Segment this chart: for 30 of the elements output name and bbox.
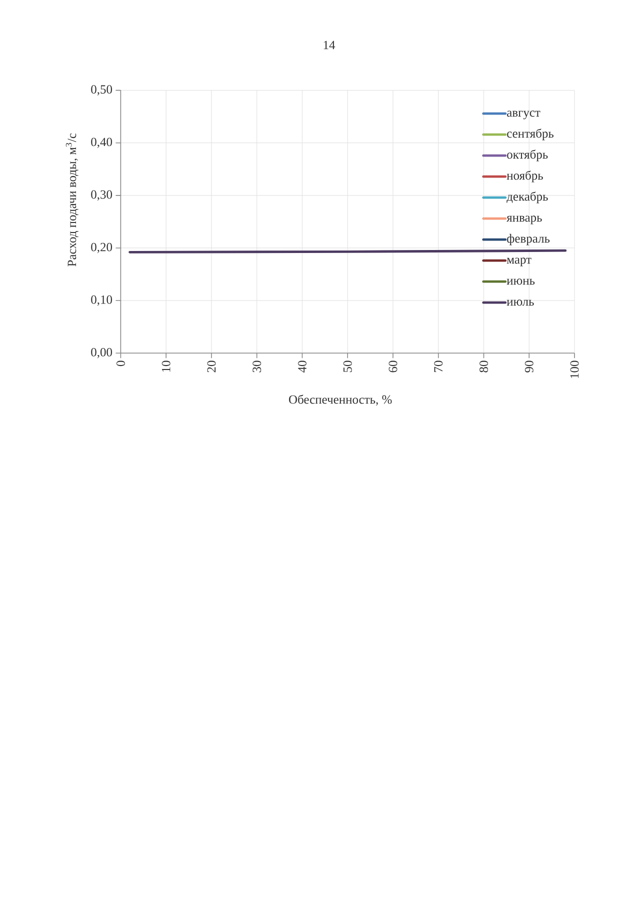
x-tick-label: 60 xyxy=(388,360,398,372)
legend-label: август xyxy=(507,110,540,120)
y-tick-label: 0,20 xyxy=(91,242,112,254)
x-tick-label: 80 xyxy=(480,360,488,372)
text: 14 xyxy=(324,40,336,50)
x-tick-label: 100 xyxy=(570,360,579,378)
x-tick-label: 70 xyxy=(434,360,443,372)
legend-label: сентябрь xyxy=(507,128,554,140)
legend-label: ноябрь xyxy=(506,170,543,182)
y-tick-label: 0,30 xyxy=(91,190,112,201)
y-tick-label: 0,10 xyxy=(91,295,112,306)
y-tick-label: 0,40 xyxy=(91,138,112,148)
legend-label: октябрь xyxy=(507,150,548,162)
legend-label: июнь xyxy=(506,278,535,285)
legend-label: март xyxy=(506,258,532,266)
y-axis-title: Расход подачи воды, м$^{3}$/с xyxy=(66,133,78,266)
x-tick-label: 90 xyxy=(524,360,534,372)
x-axis-title: Обеспеченность, % xyxy=(289,394,392,406)
x-tick-label: 20 xyxy=(207,360,216,372)
y-tick-label: 0,00 xyxy=(91,348,112,358)
x-tick-label: 50 xyxy=(343,360,352,372)
legend-label: декабрь xyxy=(506,192,548,204)
x-tick-label: 30 xyxy=(252,360,262,372)
x-tick-label: 0 xyxy=(116,360,125,366)
y-tick-label: 0,50 xyxy=(91,85,112,96)
legend-label: январь xyxy=(506,216,542,224)
x-tick-label: 40 xyxy=(298,360,306,373)
x-tick-label: 10 xyxy=(162,360,170,372)
legend-label: февраль xyxy=(507,234,550,246)
legend-label: июль xyxy=(506,300,534,306)
